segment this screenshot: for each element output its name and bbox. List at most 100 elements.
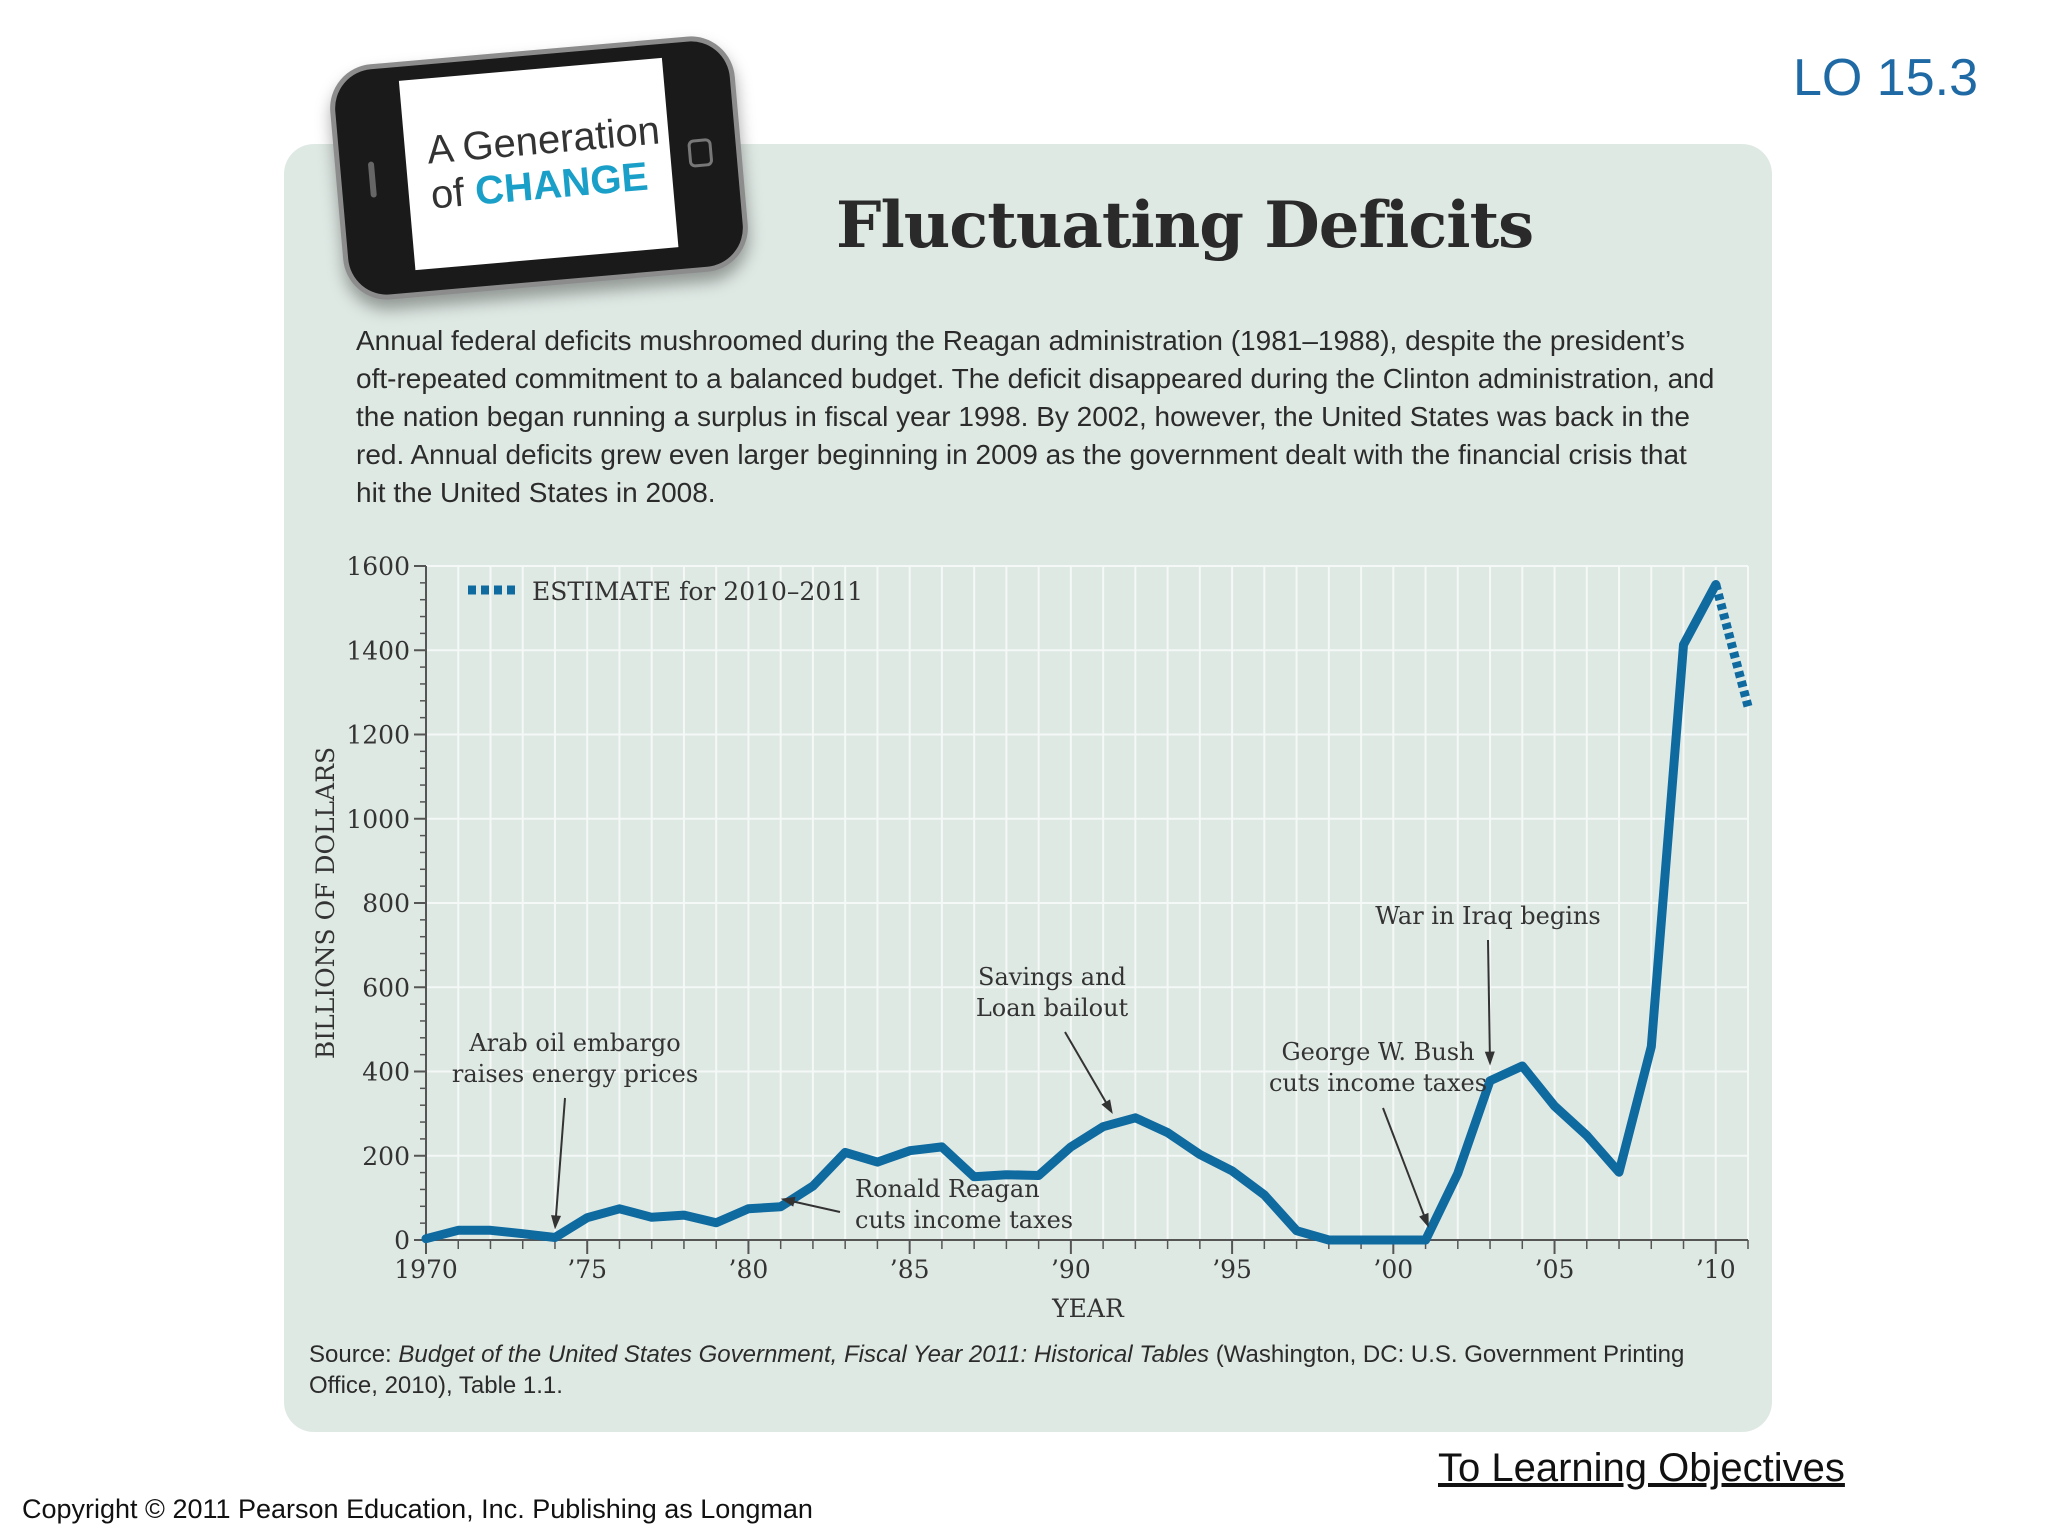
- data-point: [876, 1161, 878, 1163]
- estimate-series-line: [1711, 583, 1753, 708]
- data-point: [1618, 1171, 1620, 1173]
- y-tick-label: 800: [362, 889, 410, 918]
- y-tick-label: 600: [362, 973, 410, 1002]
- x-tick-label: ’10: [1696, 1255, 1736, 1284]
- data-point: [1102, 1126, 1104, 1128]
- data-point: [1296, 1230, 1298, 1232]
- annotation-arrowhead: [1101, 1099, 1113, 1115]
- x-tick-label: 1970: [394, 1255, 458, 1284]
- data-point: [973, 1176, 975, 1178]
- data-point: [618, 1208, 620, 1210]
- lo-label: LO 15.3: [1792, 49, 1978, 107]
- data-point: [1683, 644, 1685, 646]
- data-point: [1134, 1117, 1136, 1119]
- copyright-notice: Copyright © 2011 Pearson Education, Inc.…: [22, 1494, 813, 1524]
- annotation-arrowhead: [1419, 1212, 1429, 1228]
- annotation-iraq: War in Iraq begins: [1375, 902, 1601, 1066]
- data-point: [1005, 1174, 1007, 1176]
- chart-annotations: Arab oil embargo raises energy prices Rona…: [452, 902, 1601, 1234]
- figure-description: Annual federal deficits mushroomed durin…: [356, 325, 1715, 508]
- annotation-line2: cuts income taxes: [1269, 1069, 1487, 1097]
- data-point: [1586, 1135, 1588, 1137]
- data-point: [651, 1216, 653, 1218]
- data-point: [1167, 1132, 1169, 1134]
- x-tick-label: ’75: [567, 1255, 607, 1284]
- annotation-arab: Arab oil embargo raises energy prices: [452, 1029, 698, 1230]
- y-tick-label: 1000: [346, 805, 410, 834]
- annotation-line2: Loan bailout: [976, 994, 1129, 1022]
- annotation-arrow-line: [554, 1097, 566, 1224]
- data-point: [1231, 1170, 1233, 1172]
- annotation-arrow-line: [1382, 1107, 1428, 1223]
- data-point: [1199, 1153, 1201, 1155]
- annotation-bush: George W. Bush cuts income taxes: [1269, 1038, 1487, 1228]
- data-point: [522, 1233, 524, 1235]
- data-point: [489, 1229, 491, 1231]
- data-point: [1489, 1080, 1491, 1082]
- x-tick-label: ’80: [729, 1255, 769, 1284]
- data-point: [1263, 1194, 1265, 1196]
- annotation-arrow-line: [786, 1199, 841, 1213]
- data-point: [747, 1208, 749, 1210]
- y-tick-label: 400: [362, 1058, 410, 1087]
- data-point: [1328, 1239, 1330, 1241]
- chart-legend: ESTIMATE for 2010–2011: [468, 577, 863, 606]
- data-point: [1457, 1172, 1459, 1174]
- data-point: [1360, 1239, 1362, 1241]
- annotation-line1: Arab oil embargo: [468, 1029, 680, 1057]
- source-citation: Source: Budget of the United States Gove…: [309, 1339, 1759, 1401]
- annotation-arrowhead: [1484, 1051, 1495, 1066]
- y-tick-label: 0: [394, 1226, 410, 1255]
- x-tick-label: ’85: [890, 1255, 930, 1284]
- data-point: [844, 1151, 846, 1153]
- chart-ticks: 0 200 400 600 800 1000 1200 1400 1600 1970 ’75 ’80 ’…: [346, 552, 1749, 1284]
- data-point: [1650, 1046, 1652, 1048]
- data-point: [457, 1229, 459, 1231]
- data-point: [1392, 1239, 1394, 1241]
- annotation-arrowhead: [551, 1215, 562, 1230]
- y-axis-label: BILLIONS OF DOLLARS: [311, 747, 340, 1059]
- data-point: [425, 1238, 427, 1240]
- annotation-arrow-line: [1487, 939, 1491, 1060]
- y-tick-label: 1400: [346, 636, 410, 665]
- x-tick-label: ’00: [1373, 1255, 1413, 1284]
- figure-title: Fluctuating Deficits: [836, 188, 1534, 263]
- source-prefix: Source:: [309, 1341, 399, 1368]
- data-point: [941, 1146, 943, 1148]
- y-tick-label: 1600: [346, 552, 410, 581]
- chart-series: [421, 580, 1753, 1245]
- data-point: [1038, 1175, 1040, 1177]
- annotation-line2: cuts income taxes: [855, 1206, 1073, 1234]
- figure-panel: [284, 144, 1772, 1432]
- data-point: [1070, 1146, 1072, 1148]
- annotation-line2: raises energy prices: [452, 1060, 698, 1088]
- y-tick-label: 1200: [346, 721, 410, 750]
- data-point: [683, 1214, 685, 1216]
- annotation-line1: Savings and: [978, 963, 1126, 991]
- data-point: [909, 1150, 911, 1152]
- annotation-line1: War in Iraq begins: [1375, 902, 1600, 930]
- annotation-reagan: Ronald Reagan cuts income taxes: [780, 1175, 1073, 1234]
- annotation-savings: Savings and Loan bailout: [976, 963, 1129, 1115]
- annotation-line1: George W. Bush: [1281, 1038, 1474, 1066]
- data-point: [780, 1206, 782, 1208]
- y-tick-label: 200: [362, 1142, 410, 1171]
- data-point: [1554, 1105, 1556, 1107]
- data-point: [586, 1217, 588, 1219]
- x-tick-label: ’90: [1051, 1255, 1091, 1284]
- data-point: [554, 1236, 556, 1238]
- annotation-arrowhead: [780, 1196, 796, 1207]
- learning-objectives-link[interactable]: To Learning Objectives: [1438, 1446, 1845, 1490]
- data-point: [812, 1185, 814, 1187]
- source-suffix: (Washington, DC: U.S. Government Printin…: [309, 1341, 1685, 1399]
- x-axis-label: YEAR: [1051, 1294, 1125, 1323]
- x-tick-label: ’95: [1212, 1255, 1252, 1284]
- x-tick-label: ’05: [1535, 1255, 1575, 1284]
- source-title: Budget of the United States Government, …: [398, 1341, 1210, 1368]
- data-point: [715, 1222, 717, 1224]
- data-point: [1521, 1065, 1523, 1067]
- legend-label: ESTIMATE for 2010–2011: [532, 577, 863, 606]
- annotation-line1: Ronald Reagan: [855, 1175, 1040, 1203]
- data-point: [1425, 1239, 1427, 1241]
